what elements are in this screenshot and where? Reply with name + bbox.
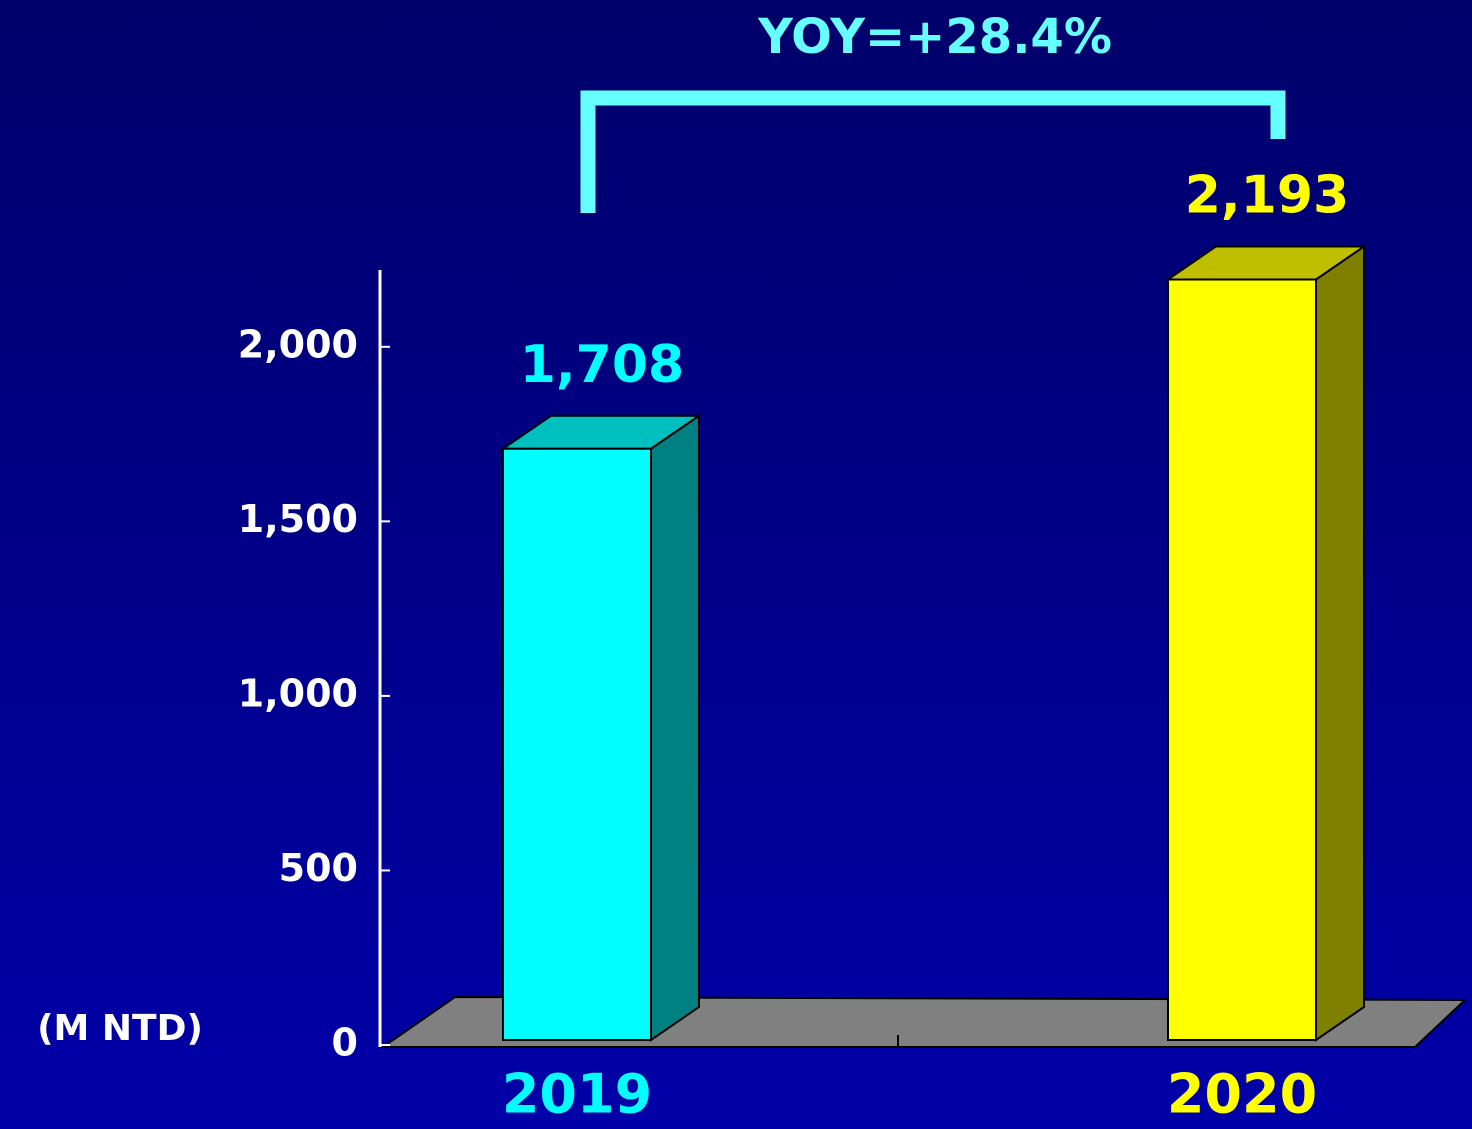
y-tick-label: 1,000 [238, 671, 358, 715]
y-tick-label: 500 [279, 846, 358, 890]
y-tick-label: 2,000 [238, 322, 358, 366]
bar-front [1167, 278, 1317, 1041]
x-tick-label: 2019 [502, 1063, 652, 1126]
bar-side [1315, 244, 1365, 1042]
y-axis-unit: (M NTD) [37, 1008, 203, 1049]
bar-side [650, 413, 700, 1042]
x-tick-label: 2020 [1167, 1063, 1317, 1126]
value-label: 1,708 [520, 335, 684, 395]
y-tick-label: 1,500 [238, 497, 358, 541]
value-label: 2,193 [1185, 165, 1349, 225]
bar [499, 413, 703, 1042]
bar [1164, 244, 1368, 1042]
yoy-annotation: YOY=+28.4% [757, 9, 1112, 65]
bar-front [502, 447, 652, 1041]
y-tick-label: 0 [332, 1021, 358, 1065]
yoy-bracket [580, 90, 1286, 213]
